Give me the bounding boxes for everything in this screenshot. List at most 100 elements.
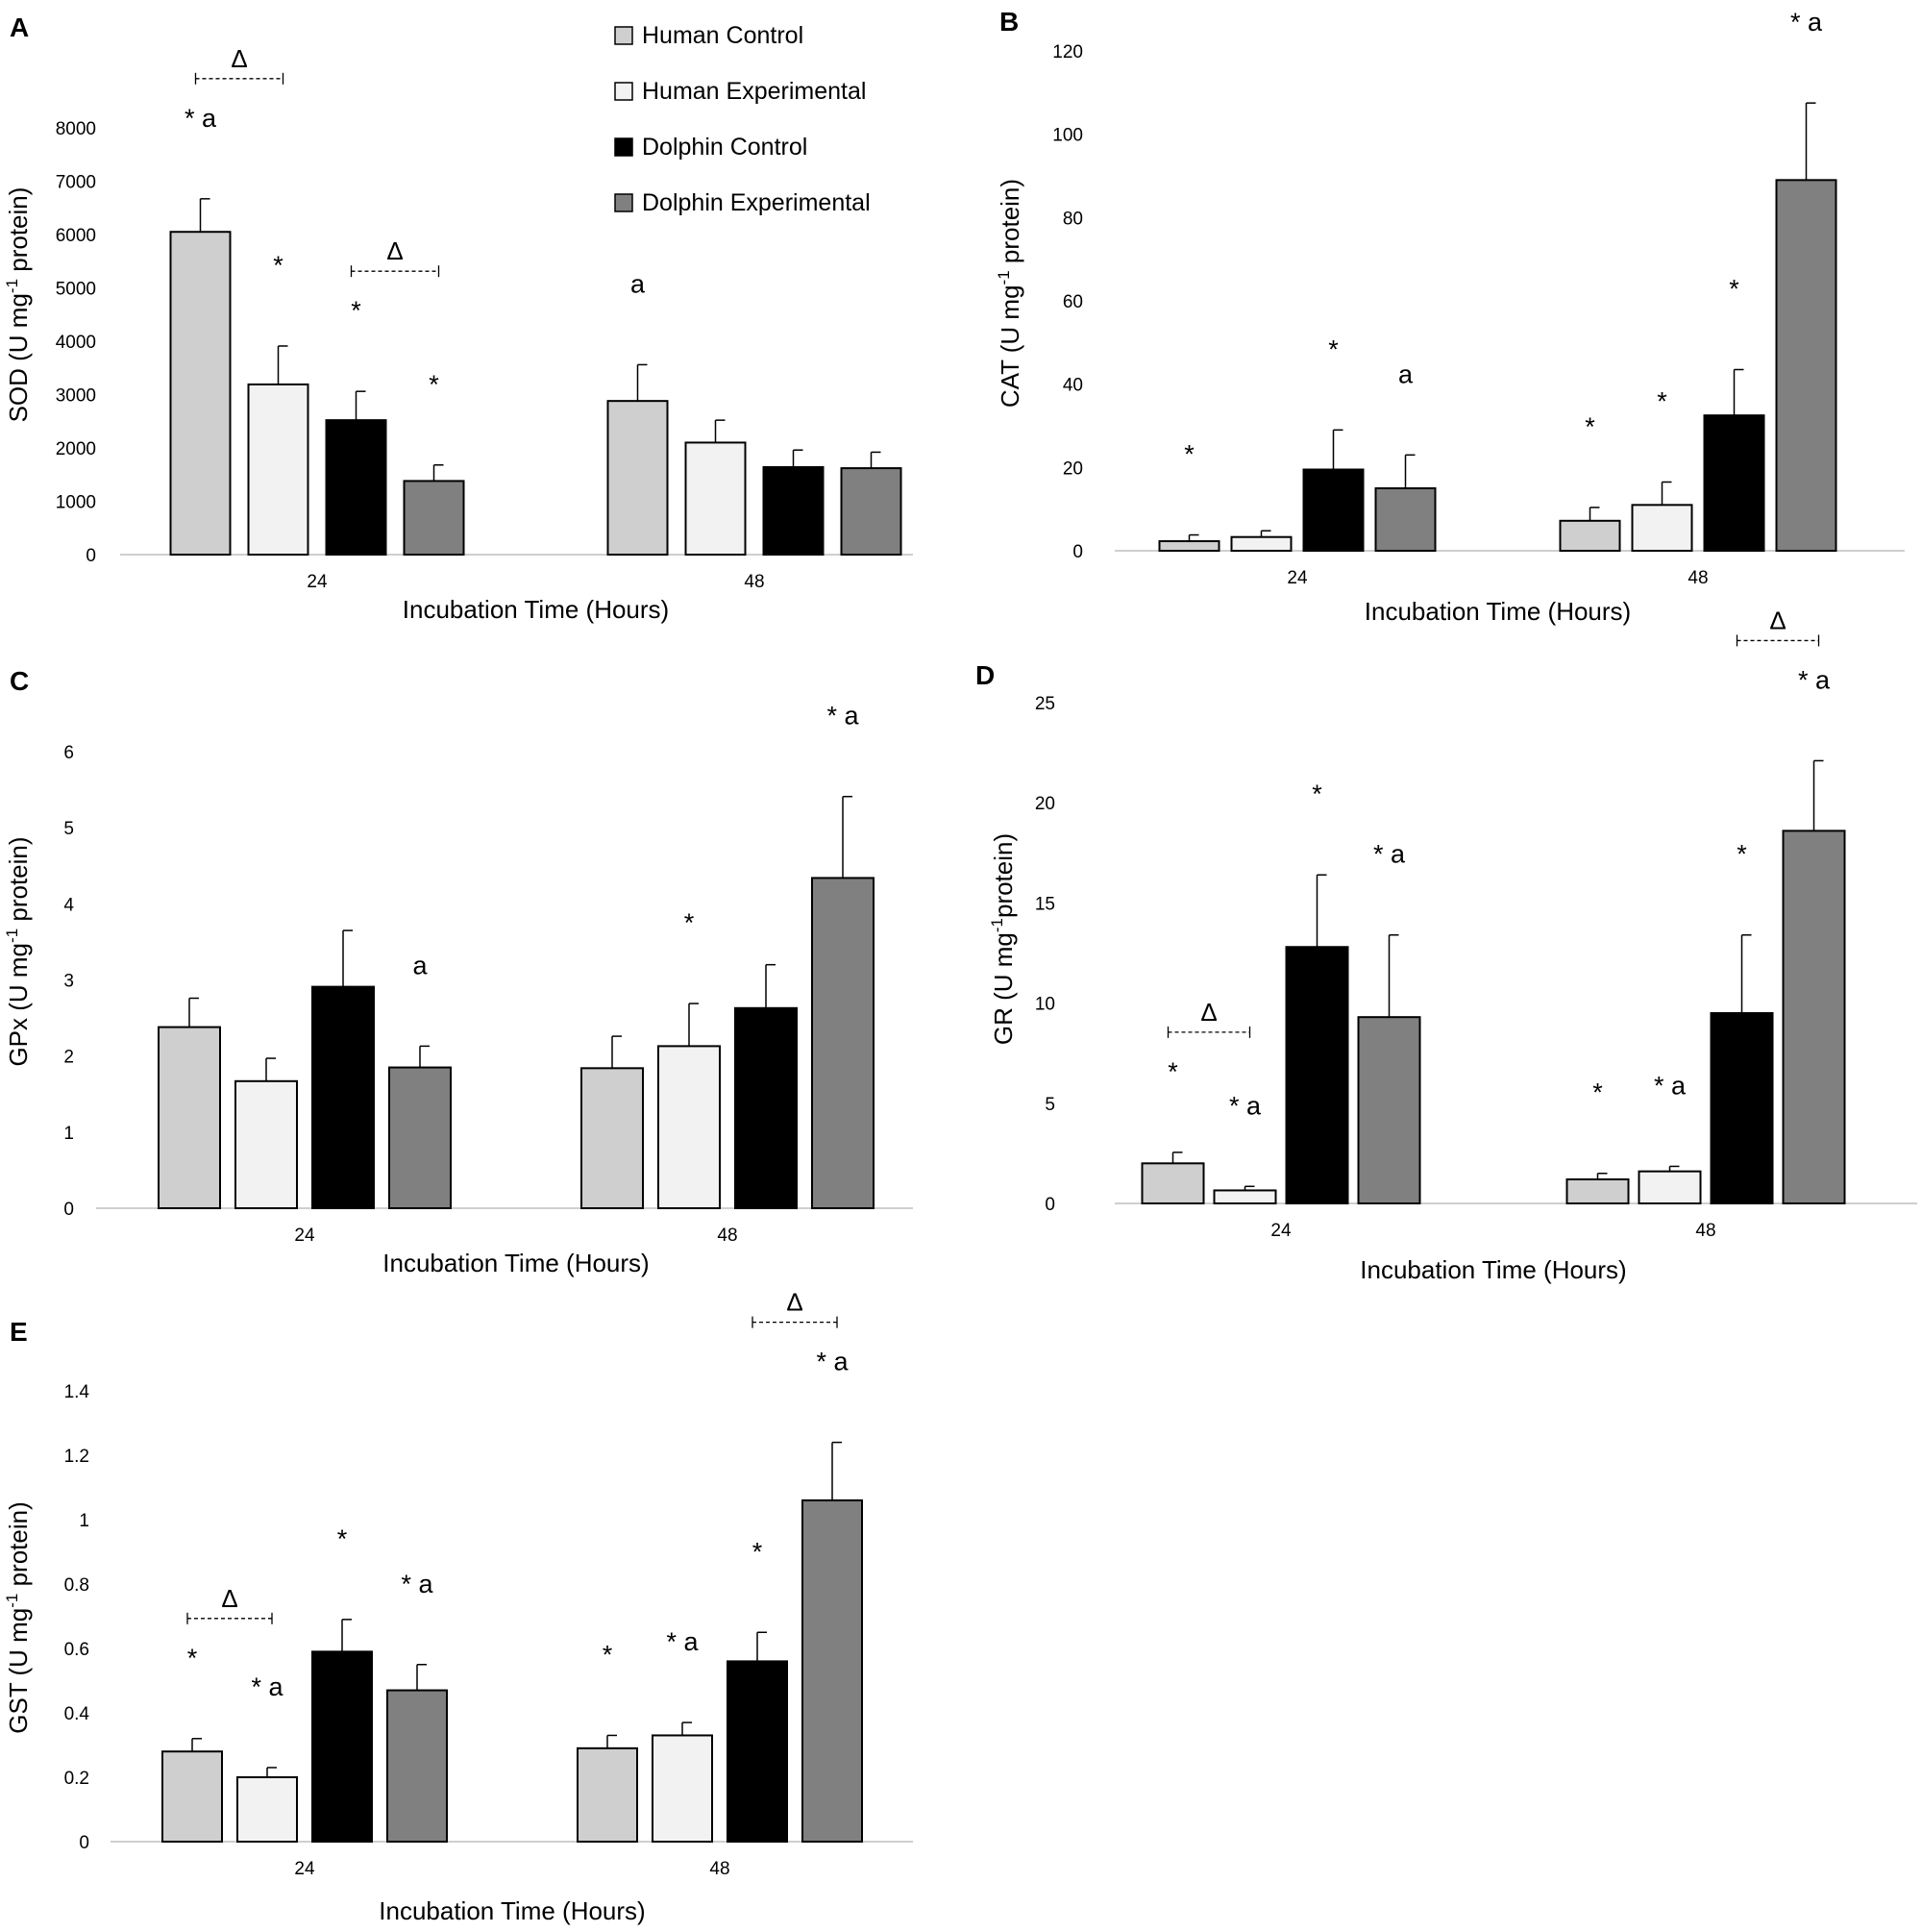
- bar-human-experimental-24: [234, 1079, 298, 1209]
- bar-dolphin-experimental-48: [840, 467, 902, 556]
- bar-human-experimental-48: [684, 441, 747, 557]
- y-axis-title-end: protein): [4, 187, 33, 279]
- bar-dolphin-experimental-24: [403, 480, 465, 556]
- bar-dolphin-control-48: [1703, 414, 1765, 552]
- bar-dolphin-control-24: [311, 1650, 373, 1843]
- bar-dolphin-experimental-24: [388, 1066, 452, 1209]
- x-axis-title: Incubation Time (Hours): [403, 595, 669, 624]
- significance-label: * a: [1229, 1091, 1262, 1120]
- significance-label: *: [429, 370, 439, 399]
- x-tick-label: 24: [1270, 1221, 1292, 1241]
- y-tick-label: 100: [1052, 126, 1083, 146]
- significance-label: *: [1592, 1078, 1603, 1107]
- panel-letter: C: [10, 666, 29, 696]
- bar-dolphin-experimental-24: [386, 1689, 448, 1844]
- panel-letter: E: [10, 1317, 28, 1347]
- bar-dolphin-control-48: [727, 1660, 788, 1844]
- y-tick-label: 0: [63, 1200, 74, 1220]
- x-tick-label: 24: [1287, 568, 1308, 588]
- y-tick-label: 3: [63, 972, 74, 992]
- y-axis-title-end: protein): [4, 1501, 33, 1593]
- y-tick-label: 5000: [56, 280, 96, 300]
- significance-label: *: [1328, 334, 1339, 363]
- x-axis-title: Incubation Time (Hours): [1365, 597, 1631, 626]
- significance-label: * a: [1373, 840, 1406, 869]
- significance-label: *: [1657, 387, 1667, 416]
- delta-symbol: Δ: [1200, 998, 1217, 1027]
- chart-panel-c: C 0 1 2 3 4 5 6 GPx (U mg-1 protein) Incubation T…: [3, 666, 913, 1277]
- y-tick-label: 25: [1035, 694, 1055, 714]
- bar-human-control-24: [1141, 1162, 1205, 1204]
- y-tick-label: 8000: [56, 119, 96, 139]
- y-axis-title-superscript: -1: [3, 279, 21, 293]
- y-tick-label: 2000: [56, 439, 96, 459]
- significance-label: *: [1184, 440, 1195, 469]
- chart-panel-e: E 0 0.2 0.4 0.6 0.8 1 1.2 1.4 GST (U mg-1 protein…: [3, 1288, 913, 1925]
- x-axis-title: Incubation Time (Hours): [382, 1249, 649, 1277]
- legend-swatch-dolphin-control: [614, 137, 633, 157]
- significance-label: *: [752, 1537, 763, 1566]
- chart-panel-b: B 0 20 40 60 80 100 120 CAT (U mg-1 protein) Incu…: [995, 7, 1905, 626]
- bar-dolphin-experimental-48: [1782, 830, 1846, 1204]
- chart-panel-a: A 0 1000 2000 3000 4000 5000 6000 7000 8000 SOD (U…: [3, 12, 913, 624]
- bar-human-experimental-48: [1638, 1170, 1702, 1205]
- bar-dolphin-experimental-48: [1775, 179, 1837, 552]
- significance-label: *: [1585, 412, 1595, 441]
- bar-human-control-24: [169, 231, 232, 556]
- significance-label: a: [630, 269, 646, 298]
- y-axis-title-superscript: -1: [995, 270, 1013, 285]
- significance-label: a: [1398, 359, 1414, 388]
- x-tick-label: 48: [717, 1226, 737, 1246]
- bar-human-experimental-24: [1230, 535, 1293, 553]
- bar-dolphin-experimental-48: [811, 877, 875, 1210]
- bar-dolphin-control-48: [734, 1006, 798, 1209]
- x-tick-label: 48: [744, 572, 764, 592]
- y-tick-label: 80: [1063, 209, 1083, 229]
- x-tick-label: 24: [294, 1859, 315, 1879]
- y-tick-label: 7000: [56, 173, 96, 193]
- y-tick-label: 40: [1063, 376, 1083, 396]
- legend-label-human-control: Human Control: [642, 22, 803, 49]
- bar-human-experimental-24: [247, 383, 309, 556]
- bar-dolphin-control-24: [325, 419, 387, 557]
- y-tick-label: 10: [1035, 995, 1055, 1015]
- bar-dolphin-control-24: [1285, 946, 1349, 1204]
- bar-human-control-48: [577, 1746, 638, 1843]
- bar-dolphin-experimental-48: [801, 1499, 863, 1844]
- x-tick-label: 48: [709, 1859, 729, 1879]
- bar-human-control-24: [1158, 540, 1220, 552]
- y-tick-label: 1: [63, 1124, 74, 1144]
- y-axis-title: GST (U mg-1 protein): [3, 1501, 33, 1734]
- y-axis-title-end: protein): [4, 836, 33, 928]
- significance-label: *: [1312, 780, 1322, 808]
- y-tick-label: 4: [63, 895, 74, 915]
- y-tick-label: 1: [79, 1511, 89, 1531]
- y-tick-label: 1.2: [64, 1447, 89, 1467]
- delta-symbol: Δ: [386, 236, 403, 265]
- bar-human-control-24: [161, 1750, 223, 1843]
- significance-label: a: [412, 951, 428, 979]
- significance-label: * a: [401, 1570, 433, 1598]
- significance-label: * a: [185, 104, 217, 133]
- bar-human-control-24: [158, 1026, 221, 1210]
- bar-human-experimental-48: [657, 1045, 721, 1209]
- significance-label: *: [1729, 275, 1739, 304]
- x-tick-label: 24: [307, 572, 328, 592]
- panel-letter: D: [975, 660, 995, 690]
- y-tick-label: 6000: [56, 226, 96, 246]
- bar-dolphin-control-24: [311, 985, 375, 1209]
- delta-symbol: Δ: [786, 1288, 802, 1317]
- bar-human-experimental-48: [652, 1734, 713, 1843]
- y-tick-label: 120: [1052, 42, 1083, 62]
- significance-label: *: [337, 1524, 348, 1553]
- legend-label-dolphin-experimental: Dolphin Experimental: [642, 189, 871, 216]
- x-tick-label: 48: [1688, 568, 1708, 588]
- bar-dolphin-control-48: [1710, 1012, 1774, 1205]
- x-tick-label: 48: [1695, 1221, 1715, 1241]
- significance-label: *: [351, 296, 361, 325]
- y-axis-title-superscript: -1: [3, 929, 21, 943]
- legend-label-human-experimental: Human Experimental: [642, 78, 866, 105]
- y-axis-title-superscript: -1: [3, 1594, 21, 1608]
- significance-label: * a: [666, 1627, 699, 1656]
